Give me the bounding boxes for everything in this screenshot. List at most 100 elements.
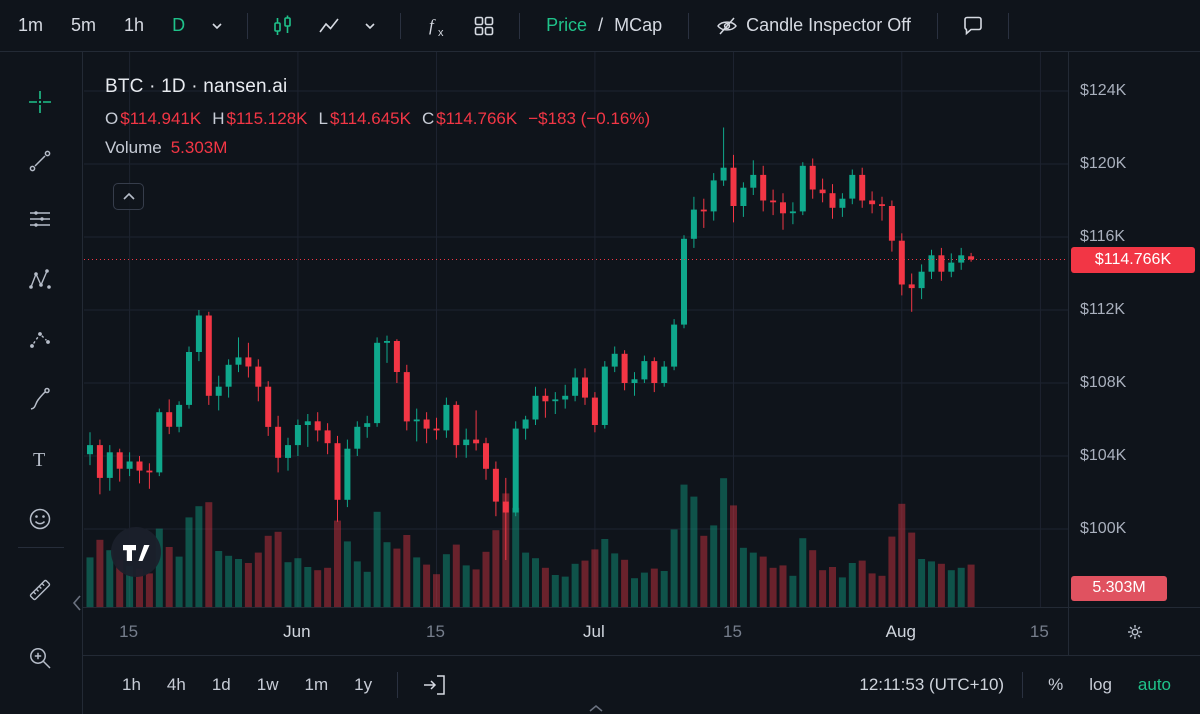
range-1m-button[interactable]: 1m xyxy=(297,668,337,702)
volume-bar xyxy=(343,541,351,607)
interval-1h-button[interactable]: 1h xyxy=(116,8,152,44)
volume-bar xyxy=(195,506,203,607)
candle-body xyxy=(572,377,579,396)
tradingview-logo-icon xyxy=(111,527,161,577)
candle-body xyxy=(354,426,361,449)
log-scale-button[interactable]: log xyxy=(1081,668,1120,702)
bottom-panel-handle[interactable] xyxy=(588,704,604,713)
price-axis-label: $116K xyxy=(1080,228,1126,245)
interval-1m-button[interactable]: 1m xyxy=(10,8,51,44)
price-axis-label: $112K xyxy=(1080,301,1126,318)
volume-bar xyxy=(205,502,213,607)
price-option: Price xyxy=(546,15,588,35)
chart-settings-button[interactable] xyxy=(1120,617,1150,647)
candle-body xyxy=(215,386,222,396)
time-axis-label: 15 xyxy=(426,621,445,641)
candle-body xyxy=(839,198,846,208)
ruler-tool[interactable] xyxy=(18,568,62,612)
volume-bar xyxy=(730,505,737,607)
price-axis[interactable]: $124K $120K $116K $112K $108K $104K $100K $114… xyxy=(1068,52,1200,607)
volume-bar xyxy=(235,559,242,607)
candle-body xyxy=(106,452,113,478)
comment-button[interactable] xyxy=(954,8,992,44)
candle-body xyxy=(463,439,470,446)
candle-body xyxy=(601,366,608,425)
high-value: H $115.128K xyxy=(212,109,308,128)
price-axis-label: $120K xyxy=(1080,155,1127,172)
candle-body xyxy=(760,174,767,201)
interval-1d-button[interactable]: D xyxy=(164,8,193,44)
session-clock[interactable]: 12:11:53 (UTC+10) xyxy=(853,675,1010,695)
pattern-tool[interactable] xyxy=(18,257,62,301)
range-1y-button[interactable]: 1y xyxy=(346,668,380,702)
volume-bar xyxy=(829,567,836,607)
volume-bar xyxy=(819,570,827,607)
candle-body xyxy=(265,386,272,427)
tradingview-logo[interactable] xyxy=(110,526,162,578)
indicators-button[interactable]: f x xyxy=(417,8,457,44)
price-mcap-toggle[interactable]: Price / MCap xyxy=(538,8,670,44)
volume-bar xyxy=(571,563,579,607)
volume-bar xyxy=(442,554,450,607)
volume-bar xyxy=(472,569,480,607)
zoom-in-tool[interactable] xyxy=(18,636,62,680)
toolbar-divider xyxy=(688,12,690,39)
chart-type-line-button[interactable] xyxy=(310,8,348,44)
candle-body xyxy=(136,461,143,471)
candle-body xyxy=(275,426,282,458)
candle-body xyxy=(780,202,786,214)
interval-menu-button[interactable] xyxy=(203,8,231,44)
volume-bar xyxy=(759,556,767,607)
candle-body xyxy=(879,204,885,206)
volume-bar xyxy=(215,551,223,607)
volume-label: Volume xyxy=(105,138,162,157)
candle-inspector-toggle[interactable]: Candle Inspector Off xyxy=(707,8,919,44)
volume-bar xyxy=(462,565,470,607)
candle-body xyxy=(829,193,836,208)
volume-bar xyxy=(512,507,520,607)
emoji-tool[interactable] xyxy=(18,497,62,541)
interval-5m-button[interactable]: 5m xyxy=(63,8,104,44)
chart-type-menu-button[interactable] xyxy=(356,8,384,44)
range-1h-button[interactable]: 1h xyxy=(114,668,149,702)
chart-legend: BTC · 1D · nansen.ai O $114.941K H $115.12… xyxy=(105,76,650,158)
line-chart-icon xyxy=(317,14,341,38)
auto-scale-button[interactable]: auto xyxy=(1130,668,1179,702)
percent-scale-button[interactable]: % xyxy=(1040,668,1071,702)
candle-body xyxy=(621,353,628,383)
collapse-legend-button[interactable] xyxy=(113,183,144,210)
volume-bar xyxy=(739,547,747,607)
time-axis[interactable]: 15 Jun 15 Jul 15 Aug 15 xyxy=(83,607,1200,656)
symbol-title[interactable]: BTC · 1D · nansen.ai xyxy=(105,76,288,97)
candle-body xyxy=(156,412,163,473)
range-1d-button[interactable]: 1d xyxy=(204,668,239,702)
layout-grid-button[interactable] xyxy=(465,8,503,44)
range-4h-button[interactable]: 4h xyxy=(159,668,194,702)
trend-line-tool[interactable] xyxy=(18,139,62,183)
text-tool[interactable]: T xyxy=(18,437,62,481)
volume-bar xyxy=(541,567,549,607)
candle-body xyxy=(710,180,717,212)
candle-body xyxy=(700,209,707,212)
candle-body xyxy=(186,352,192,405)
candle-body xyxy=(671,324,678,367)
chart-type-candles-button[interactable] xyxy=(264,8,302,44)
candle-body xyxy=(522,419,529,429)
candle-body xyxy=(255,366,262,387)
volume-bar xyxy=(532,558,539,607)
go-to-date-button[interactable] xyxy=(414,667,454,703)
candle-body xyxy=(611,353,618,367)
candlestick-chart[interactable] xyxy=(84,52,1068,607)
chart-pane[interactable]: BTC · 1D · nansen.ai O $114.941K H $115.12… xyxy=(84,52,1068,607)
candle-body xyxy=(928,255,935,272)
range-1w-button[interactable]: 1w xyxy=(249,668,287,702)
ohlc-row: O $114.941K H $115.128K L $114.645K C $114.7… xyxy=(105,109,650,129)
crosshair-tool[interactable] xyxy=(18,80,62,124)
forecast-tool[interactable] xyxy=(18,318,62,362)
volume-bar xyxy=(631,578,638,607)
horizontal-lines-tool[interactable] xyxy=(18,197,62,241)
brush-tool[interactable] xyxy=(18,378,62,422)
candle-body xyxy=(235,357,242,365)
collapse-drawing-toolbar-button[interactable] xyxy=(70,592,84,614)
